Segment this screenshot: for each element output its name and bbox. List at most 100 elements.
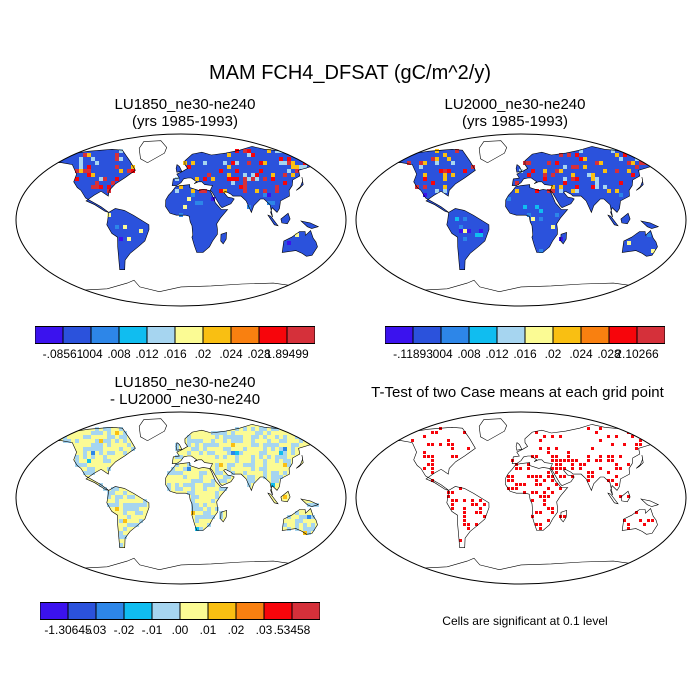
- coastline: [165, 462, 229, 531]
- grid-cell: [631, 161, 635, 165]
- colorbar-swatch: [412, 326, 442, 344]
- colorbar-swatch: [230, 326, 260, 344]
- landmass-newGuinea: [641, 221, 659, 229]
- grid-cell: [67, 439, 71, 443]
- grid-cell: [467, 229, 471, 233]
- grid-cell: [459, 225, 463, 229]
- grid-cell: [263, 471, 267, 475]
- grid-cell: [191, 483, 195, 487]
- grid-cell: [511, 475, 514, 478]
- grid-cell: [111, 181, 115, 185]
- grid-cell: [295, 443, 299, 447]
- grid-cell: [531, 475, 534, 478]
- coastline: [165, 184, 229, 253]
- grid-cell: [83, 435, 87, 439]
- grid-cell: [243, 189, 247, 193]
- grid-cell: [251, 427, 255, 431]
- grid-cell: [283, 447, 287, 451]
- grid-cell: [143, 503, 147, 507]
- grid-cell: [615, 483, 618, 486]
- panel-subtitle-line: (yrs 1985-1993): [132, 113, 238, 130]
- map-ttest: [355, 411, 687, 585]
- grid-cell: [411, 439, 414, 442]
- grid-cell: [195, 507, 199, 511]
- grid-cell: [235, 455, 239, 459]
- coastline: [607, 492, 619, 505]
- grid-cell: [619, 467, 622, 470]
- grid-cell: [443, 169, 447, 173]
- grid-cell: [479, 511, 482, 514]
- grid-cell: [91, 447, 95, 451]
- grid-cell: [551, 491, 554, 494]
- coastline: [267, 492, 279, 505]
- grid-cell: [463, 507, 466, 510]
- grid-cell: [623, 153, 627, 157]
- grid-cell: [63, 439, 67, 443]
- grid-cell: [127, 515, 131, 519]
- grid-cell: [587, 475, 590, 478]
- grid-cell: [595, 161, 599, 165]
- grid-cell: [571, 189, 575, 193]
- landmass-sumatra: [608, 215, 618, 226]
- coastline: [560, 231, 567, 245]
- landmass-southAmerica: [446, 208, 489, 270]
- colorbar-swatch: [151, 602, 181, 620]
- grid-cell: [551, 507, 554, 510]
- grid-cell: [555, 455, 558, 458]
- grid-cell: [431, 467, 434, 470]
- grid-cell: [535, 483, 538, 486]
- grid-cell: [307, 515, 311, 519]
- grid-cell: [455, 149, 459, 153]
- landmass-borneo: [620, 213, 631, 224]
- grid-cell: [231, 161, 235, 165]
- grid-cell: [579, 157, 583, 161]
- grid-cell: [191, 193, 195, 197]
- grid-cell: [115, 431, 119, 435]
- landmass-eurasia: [512, 424, 659, 495]
- grid-cell: [535, 523, 538, 526]
- coastline: [621, 507, 658, 535]
- grid-cell: [135, 507, 139, 511]
- grid-cell: [467, 447, 470, 450]
- grid-cell: [635, 443, 638, 446]
- grid-cell: [311, 157, 315, 161]
- grid-cell: [259, 467, 263, 471]
- grid-cell: [535, 205, 539, 209]
- colorbar-swatch: [174, 326, 204, 344]
- grid-cell: [227, 463, 231, 467]
- grid-cell: [599, 459, 602, 462]
- grid-cell: [447, 439, 450, 442]
- grid-cell: [475, 523, 478, 526]
- grid-cell: [539, 495, 542, 498]
- grid-cell: [587, 459, 590, 462]
- grid-cell: [191, 499, 195, 503]
- grid-cell: [95, 427, 99, 431]
- grid-cell: [107, 459, 111, 463]
- grid-cell: [287, 157, 291, 161]
- colorbar-swatch: [286, 326, 315, 344]
- grid-cell: [195, 515, 199, 519]
- grid-cell: [299, 519, 303, 523]
- grid-cell: [79, 161, 83, 165]
- grid-cell: [251, 153, 255, 157]
- coastline: [280, 212, 291, 225]
- grid-cell: [539, 523, 542, 526]
- grid-cell: [115, 165, 119, 169]
- grid-cell: [179, 455, 183, 459]
- grid-cell: [199, 439, 203, 443]
- grid-cell: [55, 153, 59, 157]
- colorbar-difference: [40, 602, 320, 620]
- grid-cell: [603, 169, 607, 173]
- colorbar-swatch: [35, 326, 64, 344]
- grid-cell: [563, 475, 566, 478]
- grid-cell: [635, 447, 638, 450]
- grid-cell: [271, 173, 275, 177]
- grid-cell: [231, 435, 235, 439]
- grid-cell: [103, 459, 107, 463]
- grid-cell: [507, 479, 510, 482]
- grid-cell: [539, 249, 543, 253]
- grid-cell: [423, 193, 427, 197]
- grid-cell: [535, 455, 538, 458]
- grid-cell: [527, 213, 531, 217]
- grid-cell: [87, 173, 91, 177]
